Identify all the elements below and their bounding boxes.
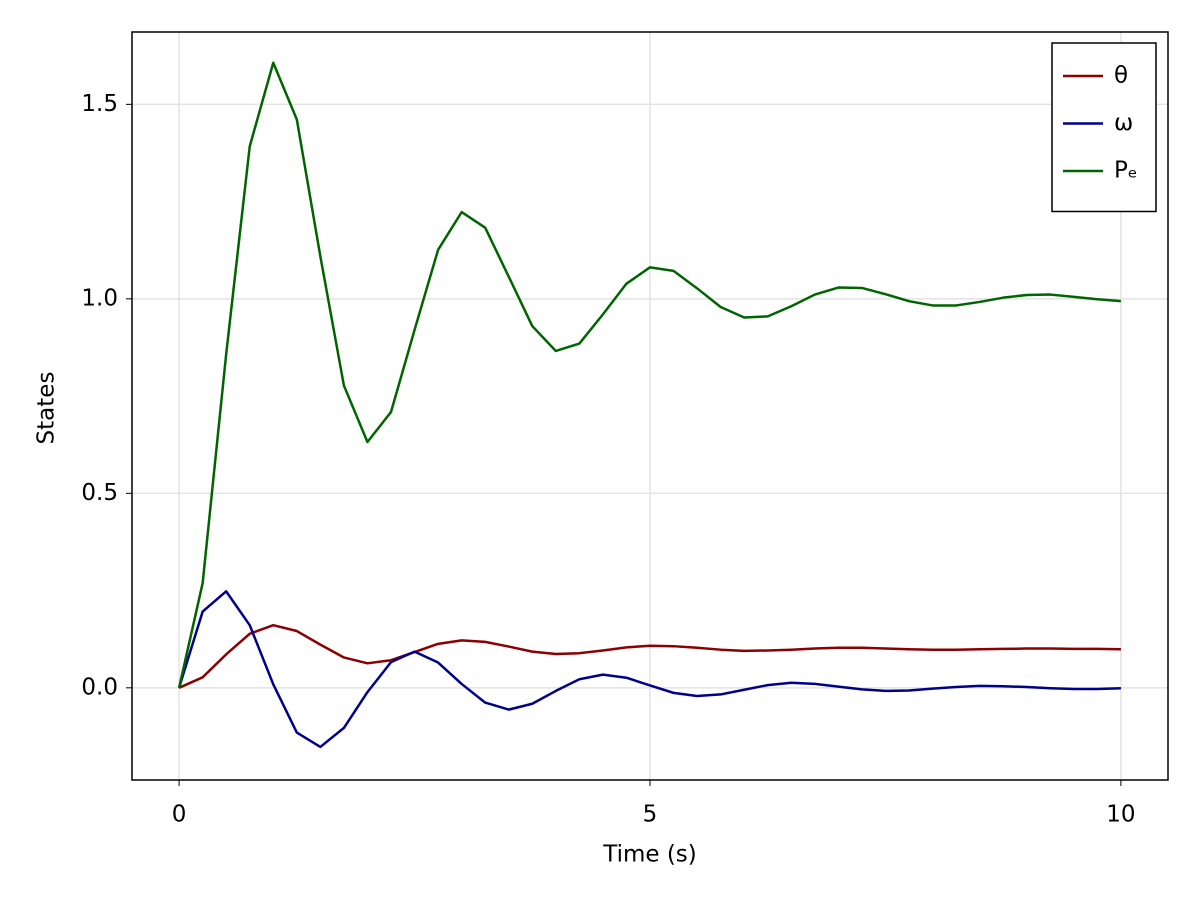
- series-line: [177, 61, 1122, 689]
- legend: θω Pₑ: [1051, 42, 1157, 213]
- series-line: [177, 590, 1121, 749]
- y-tick-label: 0.0: [81, 674, 118, 700]
- x-tick-label: 10: [1106, 802, 1135, 828]
- series-line: [178, 623, 1121, 689]
- x-tick-label: 0: [172, 802, 187, 828]
- legend-label: Pₑ: [1114, 158, 1137, 184]
- y-tick-label: 1.5: [81, 91, 118, 117]
- y-axis-label: States: [34, 372, 60, 445]
- x-tick-label: 5: [643, 802, 658, 828]
- y-tick-label: 1.0: [81, 285, 118, 311]
- y-tick-label: 0.5: [81, 480, 118, 506]
- legend-label: θ: [1114, 63, 1128, 89]
- legend-label: ω: [1114, 110, 1133, 136]
- x-axis-label: Time (s): [602, 842, 697, 868]
- plot-frame: [131, 31, 1169, 781]
- legend-box: [1051, 42, 1157, 213]
